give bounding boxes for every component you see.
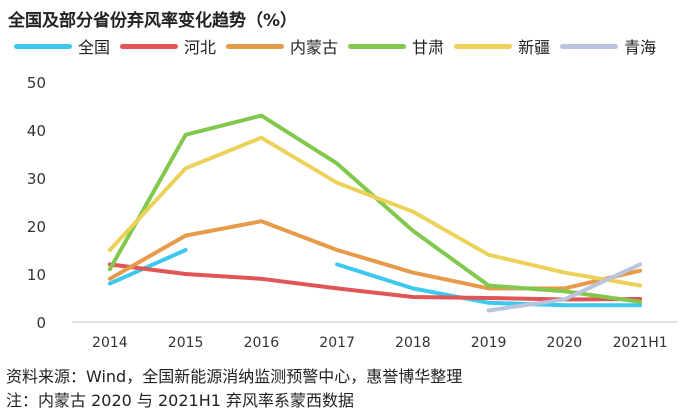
footnote: 注：内蒙古 2020 与 2021H1 弃风率系蒙西数据	[6, 391, 354, 410]
source-note: 资料来源：Wind，全国新能源消纳监测预警中心，惠誉博华整理	[6, 367, 463, 386]
x-tick-label: 2020	[547, 335, 583, 351]
legend-item-hebei: 河北	[120, 34, 216, 58]
chart-title: 全国及部分省份弃风率变化趋势（%）	[8, 11, 298, 31]
x-tick-label: 2014	[92, 335, 128, 351]
legend-swatch	[560, 43, 619, 49]
legend-label: 河北	[184, 38, 217, 57]
series-line	[107, 135, 643, 288]
legend-swatch	[14, 43, 72, 49]
legend-swatch	[120, 43, 179, 49]
legend-swatch	[348, 43, 407, 49]
y-tick-label: 30	[27, 170, 46, 188]
legend-item-gansu: 甘肃	[348, 34, 444, 58]
legend-item-quanguo: 全国	[14, 34, 110, 58]
x-tick-label: 2016	[244, 335, 280, 351]
legend-label: 新疆	[518, 38, 551, 57]
series-line	[107, 248, 188, 286]
legend-label: 内蒙古	[290, 38, 339, 57]
legend-item-qinghai: 青海	[560, 34, 656, 58]
legend-swatch	[454, 43, 513, 49]
series-line	[335, 262, 643, 308]
x-tick-label: 2019	[471, 335, 507, 351]
y-tick-label: 0	[36, 314, 46, 332]
legend-item-neimenggu: 内蒙古	[226, 34, 338, 58]
legend-label: 全国	[78, 38, 111, 57]
x-tick-label: 2018	[395, 335, 431, 351]
y-tick-label: 50	[27, 74, 46, 92]
chart-legend: 全国 河北 内蒙古 甘肃 新疆 青海	[14, 34, 656, 58]
legend-swatch	[226, 43, 285, 49]
x-tick-label: 2021H1	[613, 335, 668, 351]
x-tick-label: 2017	[319, 335, 355, 351]
series-line	[107, 262, 643, 302]
y-tick-label: 20	[27, 218, 46, 236]
y-tick-label: 10	[27, 266, 46, 284]
legend-label: 青海	[624, 38, 657, 57]
legend-item-xinjiang: 新疆	[454, 34, 550, 58]
y-tick-label: 40	[27, 122, 46, 140]
series-line	[486, 262, 643, 313]
x-tick-label: 2015	[168, 335, 204, 351]
legend-label: 甘肃	[412, 38, 445, 57]
